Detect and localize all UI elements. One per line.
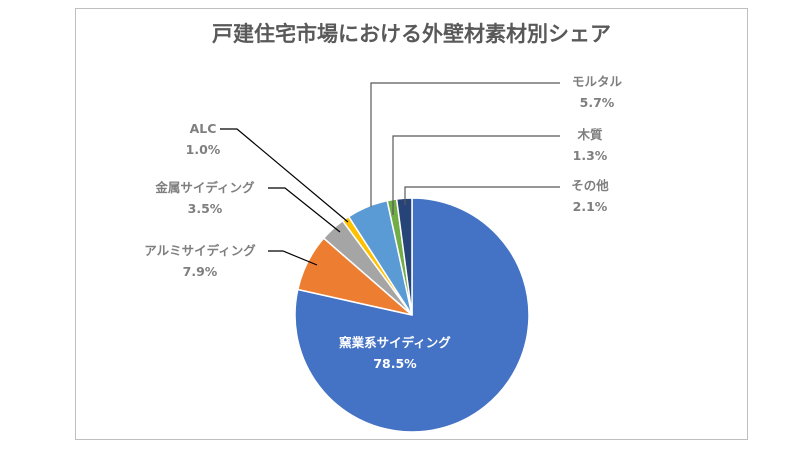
slice-label-0: 窯業系サイディング bbox=[339, 335, 451, 350]
slice-label-3: ALC bbox=[190, 121, 217, 136]
chart-area bbox=[75, 8, 748, 440]
leader-line-1 bbox=[268, 250, 318, 266]
chart-title: 戸建住宅市場における外壁材素材別シェア bbox=[212, 22, 611, 46]
slice-value-label-4: 5.7% bbox=[580, 95, 615, 110]
slice-label-2: 金属サイディング bbox=[154, 180, 255, 195]
leader-line-5 bbox=[392, 135, 560, 215]
leader-line-3 bbox=[220, 128, 349, 223]
slice-label-6: その他 bbox=[571, 178, 609, 193]
slice-value-label-0: 78.5% bbox=[373, 356, 417, 371]
slice-value-label-3: 1.0% bbox=[186, 142, 221, 157]
slice-value-label-5: 1.3% bbox=[573, 148, 608, 163]
slice-value-label-1: 7.9% bbox=[183, 264, 218, 279]
pie-slice-0 bbox=[294, 197, 530, 433]
slice-label-4: モルタル bbox=[572, 74, 623, 89]
slice-label-5: 木質 bbox=[576, 127, 603, 142]
slice-label-1: アルミサイディング bbox=[144, 243, 256, 258]
pie-slice-6 bbox=[395, 197, 413, 316]
leader-line-6 bbox=[404, 186, 560, 205]
slice-value-label-6: 2.1% bbox=[573, 199, 608, 214]
slice-value-label-2: 3.5% bbox=[188, 201, 223, 216]
leader-line-4 bbox=[370, 82, 560, 207]
leader-line-2 bbox=[268, 187, 341, 233]
